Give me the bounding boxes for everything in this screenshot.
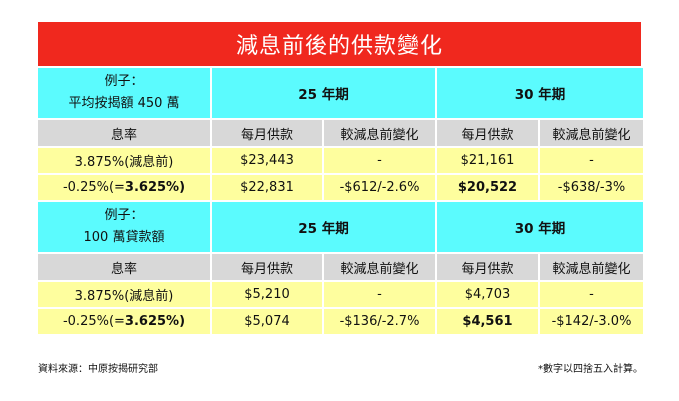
change-30-cell: -$142/-3.0%: [540, 309, 643, 334]
payment-table: 例子： 平均按揭額 450 萬 25 年期 30 年期 息率 每月供款 較減息前…: [36, 66, 645, 336]
rate-text: 3.875%(減息前): [74, 155, 174, 170]
change-25-header: 較減息前變化: [324, 254, 435, 280]
rate-new-value: 3.625%): [124, 180, 186, 195]
example-line2: 100 萬貸款額: [83, 230, 165, 245]
rate-text: -0.25%(=: [62, 180, 125, 195]
change-30-header: 較減息前變化: [540, 120, 643, 146]
rate-text: 3.875%(減息前): [74, 289, 174, 304]
term-25-header: 25 年期: [212, 68, 435, 118]
rate-header: 息率: [38, 254, 210, 280]
monthly-25-cell: $23,443: [212, 148, 322, 173]
monthly-25-header: 每月供款: [212, 254, 322, 280]
rate-cell: 3.875%(減息前): [38, 148, 210, 173]
rounding-note: *數字以四捨五入計算。: [538, 364, 643, 375]
change-25-header: 較減息前變化: [324, 120, 435, 146]
example-line1: 例子：: [104, 208, 144, 223]
monthly-30-cell: $4,561: [437, 309, 538, 334]
table-row: -0.25%(=3.625%) $22,831 -$612/-2.6% $20,…: [38, 175, 643, 200]
source-note: 資料來源：中原按揭研究部: [38, 364, 158, 375]
change-25-cell: -$612/-2.6%: [324, 175, 435, 200]
rate-cell: 3.875%(減息前): [38, 282, 210, 307]
monthly-25-cell: $5,210: [212, 282, 322, 307]
change-25-cell: -: [324, 282, 435, 307]
monthly-30-cell: $21,161: [437, 148, 538, 173]
monthly-25-header: 每月供款: [212, 120, 322, 146]
payment-change-table-card: 減息前後的供款變化 例子： 平均按揭額 450 萬 25 年期 30 年期 息率…: [38, 22, 643, 336]
example-line1: 例子：: [104, 74, 144, 89]
table-row: 3.875%(減息前) $5,210 - $4,703 -: [38, 282, 643, 307]
table-row: -0.25%(=3.625%) $5,074 -$136/-2.7% $4,56…: [38, 309, 643, 334]
monthly-30-header: 每月供款: [437, 120, 538, 146]
change-25-cell: -: [324, 148, 435, 173]
table-title: 減息前後的供款變化: [38, 22, 641, 66]
example-label: 例子： 100 萬貸款額: [38, 202, 210, 252]
monthly-25-cell: $22,831: [212, 175, 322, 200]
rate-text: -0.25%(=: [62, 314, 125, 329]
monthly-30-cell: $20,522: [437, 175, 538, 200]
section-header-row: 例子： 平均按揭額 450 萬 25 年期 30 年期: [38, 68, 643, 118]
example-label: 例子： 平均按揭額 450 萬: [38, 68, 210, 118]
subheader-row: 息率 每月供款 較減息前變化 每月供款 較減息前變化: [38, 254, 643, 280]
term-30-header: 30 年期: [437, 202, 643, 252]
rate-cell: -0.25%(=3.625%): [38, 175, 210, 200]
footer: 資料來源：中原按揭研究部 *數字以四捨五入計算。: [38, 360, 643, 375]
rate-new-value: 3.625%): [124, 314, 186, 329]
monthly-30-cell: $4,703: [437, 282, 538, 307]
change-30-cell: -$638/-3%: [540, 175, 643, 200]
monthly-25-cell: $5,074: [212, 309, 322, 334]
subheader-row: 息率 每月供款 較減息前變化 每月供款 較減息前變化: [38, 120, 643, 146]
rate-header: 息率: [38, 120, 210, 146]
example-line2: 平均按揭額 450 萬: [68, 96, 180, 111]
section-header-row: 例子： 100 萬貸款額 25 年期 30 年期: [38, 202, 643, 252]
term-30-header: 30 年期: [437, 68, 643, 118]
term-25-header: 25 年期: [212, 202, 435, 252]
rate-cell: -0.25%(=3.625%): [38, 309, 210, 334]
change-30-cell: -: [540, 282, 643, 307]
change-30-cell: -: [540, 148, 643, 173]
change-25-cell: -$136/-2.7%: [324, 309, 435, 334]
monthly-30-header: 每月供款: [437, 254, 538, 280]
table-row: 3.875%(減息前) $23,443 - $21,161 -: [38, 148, 643, 173]
change-30-header: 較減息前變化: [540, 254, 643, 280]
